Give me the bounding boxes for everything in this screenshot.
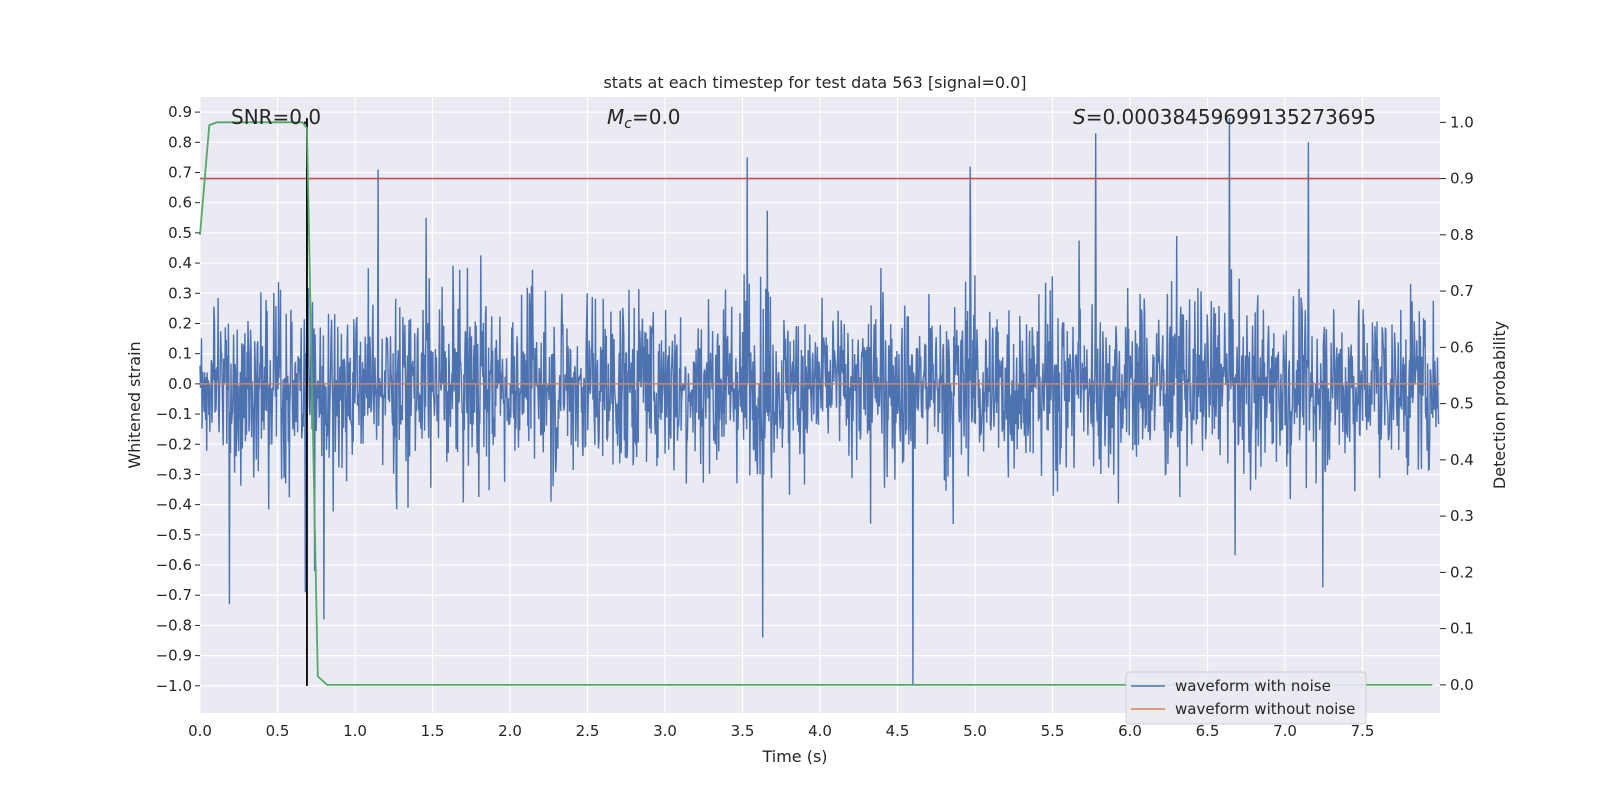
left-tick-label-0: 0.9 (168, 103, 192, 121)
legend-label-noise: waveform with noise (1175, 677, 1331, 695)
right-tick-label-7: 0.3 (1450, 507, 1474, 525)
noise-trace (199, 118, 1440, 686)
annotation-s-symbol: S (1073, 105, 1086, 129)
legend-label-clean: waveform without noise (1175, 700, 1355, 718)
annotation-mc-subscript: c (624, 116, 632, 132)
right-tick-label-8: 0.2 (1450, 563, 1474, 581)
x-tick-label-2: 1.0 (343, 722, 367, 740)
annotation-s-value: =0.00038459699135273695 (1086, 105, 1376, 129)
left-tick-label-17: −0.8 (156, 616, 192, 634)
left-tick-label-3: 0.6 (168, 194, 192, 212)
x-tick-label-6: 3.0 (653, 722, 677, 740)
left-tick-label-4: 0.5 (168, 224, 192, 242)
left-tick-label-16: −0.7 (156, 586, 192, 604)
x-tick-label-13: 6.5 (1196, 722, 1220, 740)
left-tick-label-7: 0.2 (168, 314, 192, 332)
annotation-snr: SNR=0.0 (231, 105, 321, 129)
left-tick-label-6: 0.3 (168, 284, 192, 302)
left-y-ticks: 0.9 0.8 0.7 0.6 0.5 0.4 0.3 0.2 0.1 0.0 −0.1 −0.2 −0… (156, 103, 200, 695)
x-tick-label-15: 7.5 (1351, 722, 1375, 740)
x-tick-label-11: 5.5 (1041, 722, 1065, 740)
x-tick-label-9: 4.5 (886, 722, 910, 740)
annotation-s-statistic: S=0.00038459699135273695 (1073, 105, 1376, 129)
x-tick-label-5: 2.5 (576, 722, 600, 740)
left-tick-label-13: −0.4 (156, 496, 192, 514)
x-tick-label-10: 5.0 (963, 722, 987, 740)
x-tick-label-0: 0.0 (188, 722, 212, 740)
left-tick-label-8: 0.1 (168, 345, 192, 363)
right-y-ticks: 1.0 0.9 0.8 0.7 0.6 0.5 0.4 0.3 0.2 0.1 0.0 (1440, 113, 1474, 694)
legend-box (1125, 671, 1367, 725)
left-tick-label-1: 0.8 (168, 133, 192, 151)
series-waveform-with-noise (199, 118, 1440, 686)
right-tick-label-5: 0.5 (1450, 395, 1474, 413)
annotation-chirp-mass: Mc=0.0 (607, 105, 681, 132)
right-tick-label-10: 0.0 (1450, 676, 1474, 694)
x-tick-label-8: 4.0 (808, 722, 832, 740)
left-tick-label-5: 0.4 (168, 254, 192, 272)
y-axis-label-left: Whitened strain (125, 341, 144, 468)
right-tick-label-3: 0.7 (1450, 282, 1474, 300)
right-tick-label-1: 0.9 (1450, 170, 1474, 188)
left-tick-label-2: 0.7 (168, 163, 192, 181)
right-tick-label-6: 0.4 (1450, 451, 1474, 469)
right-tick-label-2: 0.8 (1450, 226, 1474, 244)
left-tick-label-19: −1.0 (156, 677, 192, 695)
x-axis-label: Time (s) (761, 747, 827, 766)
right-tick-label-4: 0.6 (1450, 338, 1474, 356)
series-detection-probability (199, 121, 1433, 686)
left-tick-label-12: −0.3 (156, 465, 192, 483)
x-tick-label-4: 2.0 (498, 722, 522, 740)
left-tick-label-10: −0.1 (156, 405, 192, 423)
y-axis-label-right: Detection probability (1490, 321, 1509, 489)
right-tick-label-0: 1.0 (1450, 113, 1474, 131)
x-tick-label-7: 3.5 (731, 722, 755, 740)
left-tick-label-15: −0.6 (156, 556, 192, 574)
left-tick-label-14: −0.5 (156, 526, 192, 544)
x-tick-label-3: 1.5 (421, 722, 445, 740)
right-tick-label-9: 0.1 (1450, 620, 1474, 638)
x-tick-label-14: 7.0 (1273, 722, 1297, 740)
left-tick-label-11: −0.2 (156, 435, 192, 453)
x-ticks: 0.0 0.5 1.0 1.5 2.0 2.5 3.0 3.5 4.0 4.5 5.0 5.5 6.0 6… (188, 722, 1374, 740)
x-tick-label-12: 6.0 (1118, 722, 1142, 740)
left-tick-label-9: 0.0 (168, 375, 192, 393)
left-tick-label-18: −0.9 (156, 647, 192, 665)
annotation-mc-symbol: M (607, 105, 624, 129)
annotation-mc-value: =0.0 (632, 105, 681, 129)
x-tick-label-1: 0.5 (266, 722, 290, 740)
chart-title: stats at each timestep for test data 563… (603, 73, 1026, 92)
legend: waveform with noise waveform without noi… (1125, 671, 1367, 725)
